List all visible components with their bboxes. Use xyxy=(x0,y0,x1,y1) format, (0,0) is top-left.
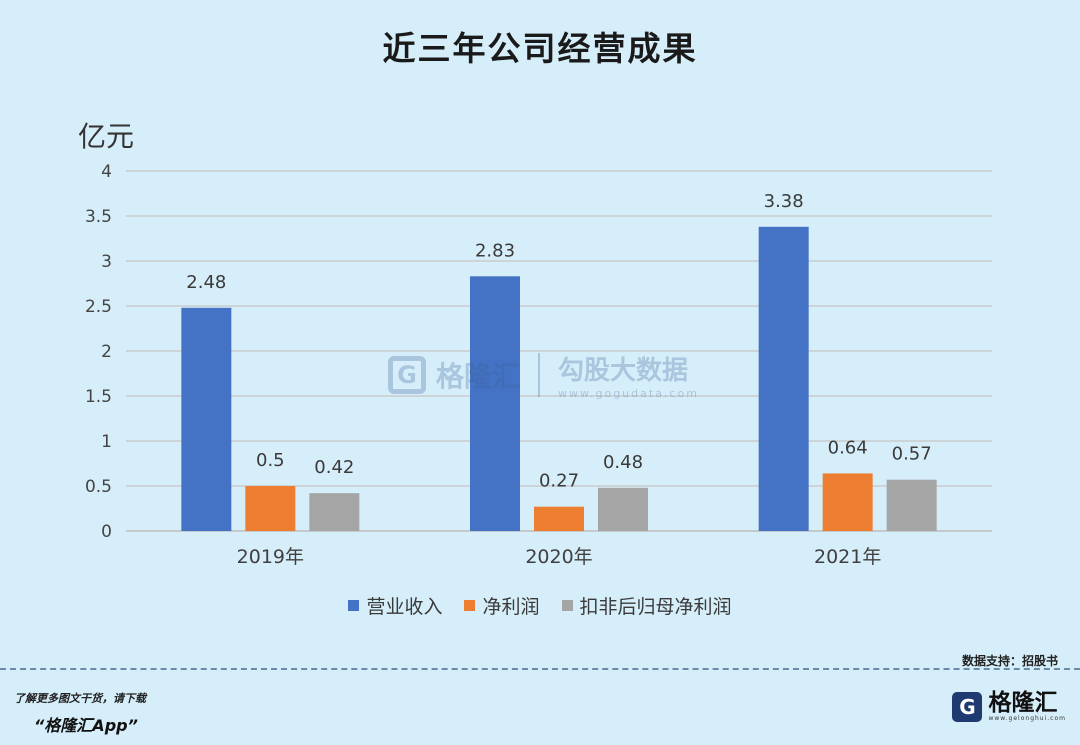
logo-url: www.gelonghui.com xyxy=(988,715,1066,722)
legend-label: 营业收入 xyxy=(366,596,443,618)
bar xyxy=(470,276,520,531)
brand-logo: G 格隆汇 www.gelonghui.com xyxy=(952,692,1066,722)
y-axis-unit-label: 亿元 xyxy=(78,120,135,153)
watermark-name: 勾股大数据 xyxy=(558,356,689,386)
bar xyxy=(181,307,232,531)
data-source: 数据支持：招股书 xyxy=(961,654,1058,668)
legend-swatch-icon xyxy=(348,600,360,611)
y-tick-label: 0 xyxy=(101,522,112,542)
bar xyxy=(822,473,873,531)
logo-name: 格隆汇 xyxy=(988,690,1058,716)
dashed-divider xyxy=(0,668,1080,670)
y-tick-label: 3 xyxy=(101,252,112,272)
legend-swatch-icon xyxy=(561,600,573,611)
watermark: G 格隆汇 勾股大数据 www.gogudata.com xyxy=(388,350,699,400)
data-label: 0.64 xyxy=(828,437,868,458)
watermark-separator xyxy=(538,353,541,397)
legend: 营业收入 净利润 扣非后归母净利润 xyxy=(0,592,1080,619)
y-tick-label: 0.5 xyxy=(85,477,112,497)
bar xyxy=(534,506,584,531)
data-label: 0.57 xyxy=(892,444,932,465)
data-label: 0.42 xyxy=(314,457,354,478)
x-tick-label: 2021年 xyxy=(814,546,881,568)
bar xyxy=(886,479,937,531)
y-tick-label: 4 xyxy=(101,162,112,182)
legend-item-adjusted-net-profit: 扣非后归母净利润 xyxy=(561,592,732,619)
bar xyxy=(309,493,360,531)
bar xyxy=(245,486,296,531)
x-axis-ticks: 2019年 2020年 2021年 xyxy=(237,546,882,568)
legend-label: 扣非后归母净利润 xyxy=(579,596,732,618)
y-tick-label: 1 xyxy=(101,432,112,452)
logo-g-icon: G xyxy=(952,692,983,722)
data-label: 0.48 xyxy=(603,452,643,473)
promo-app-name: “格隆汇App” xyxy=(34,716,138,735)
bar xyxy=(598,487,648,531)
x-tick-label: 2019年 xyxy=(237,546,304,568)
y-tick-label: 2 xyxy=(101,342,112,362)
data-label: 2.83 xyxy=(475,240,515,261)
y-axis-ticks: 0 0.5 1 1.5 2 2.5 3 3.5 4 xyxy=(85,162,112,542)
data-label: 0.5 xyxy=(256,450,285,471)
chart-title: 近三年公司经营成果 xyxy=(382,29,698,68)
y-tick-label: 2.5 xyxy=(85,297,112,317)
legend-item-revenue: 营业收入 xyxy=(348,592,442,619)
bars xyxy=(181,226,937,532)
watermark-g-icon: G xyxy=(388,356,426,394)
watermark-url: www.gogudata.com xyxy=(558,387,699,400)
y-tick-label: 3.5 xyxy=(85,207,112,227)
data-label: 2.48 xyxy=(186,272,226,293)
promo-text: 了解更多图文干货，请下载 xyxy=(14,692,146,705)
data-label: 3.38 xyxy=(764,191,804,212)
legend-label: 净利润 xyxy=(482,596,540,618)
bar xyxy=(758,226,809,532)
legend-swatch-icon xyxy=(464,600,476,611)
watermark-brand: 格隆汇 xyxy=(436,360,521,393)
legend-item-net-profit: 净利润 xyxy=(464,592,540,619)
data-labels: 2.48 0.5 0.42 2.83 0.27 0.48 3.38 0.64 0.57 xyxy=(186,191,931,492)
y-tick-label: 1.5 xyxy=(85,387,112,407)
x-tick-label: 2020年 xyxy=(525,546,592,568)
data-label: 0.27 xyxy=(539,471,579,492)
